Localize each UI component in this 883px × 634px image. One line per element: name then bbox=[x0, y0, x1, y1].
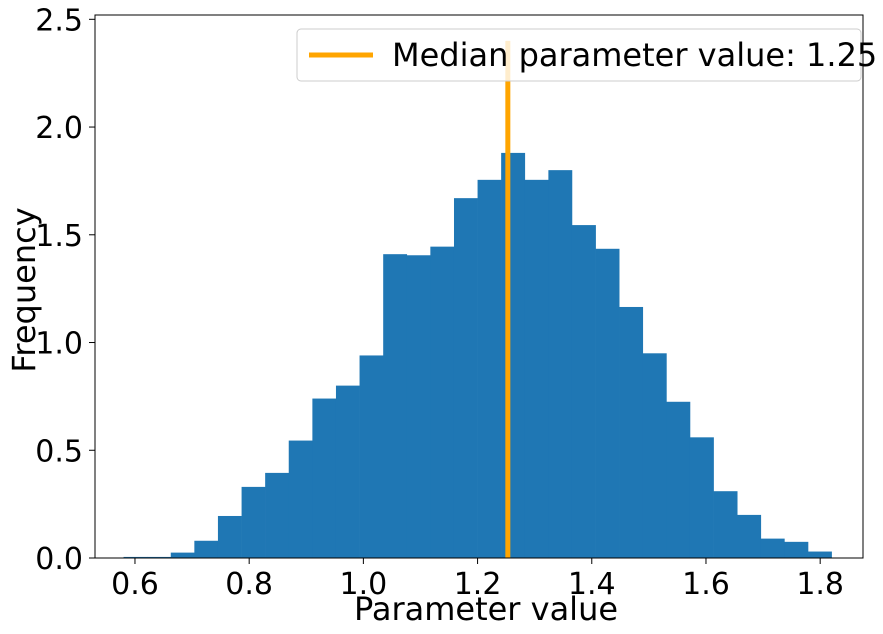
histogram-bar bbox=[383, 254, 408, 558]
x-axis-label: Parameter value bbox=[354, 590, 618, 628]
legend-label-median: Median parameter value: 1.25 bbox=[392, 36, 877, 74]
histogram-bar bbox=[689, 437, 714, 558]
histogram-bar bbox=[642, 353, 667, 558]
x-tick-label: 1.4 bbox=[568, 567, 616, 602]
histogram-bar bbox=[737, 514, 762, 558]
legend: Median parameter value: 1.25 bbox=[296, 28, 877, 82]
histogram-bar bbox=[194, 540, 219, 558]
histogram-bar bbox=[808, 551, 832, 558]
histogram-bar bbox=[571, 225, 596, 558]
histogram-bar bbox=[595, 248, 620, 559]
histogram-bar bbox=[430, 246, 455, 558]
plot-frame bbox=[94, 14, 864, 559]
y-tick-label: 2.0 bbox=[35, 111, 83, 146]
histogram-bar bbox=[288, 440, 313, 558]
histogram-bar bbox=[170, 552, 195, 558]
histogram-bar bbox=[217, 515, 242, 558]
histogram-bar bbox=[524, 179, 549, 558]
histogram-bar bbox=[713, 491, 738, 558]
legend-box bbox=[296, 28, 862, 82]
y-tick-label: 1.0 bbox=[35, 327, 83, 362]
histogram-bar bbox=[265, 472, 290, 558]
histogram-bar bbox=[335, 385, 360, 558]
histogram-bar bbox=[359, 355, 384, 558]
x-tick-label: 0.6 bbox=[111, 567, 159, 602]
histogram-bar bbox=[501, 152, 526, 558]
x-tick-label: 1.6 bbox=[682, 567, 730, 602]
histogram-bar bbox=[241, 486, 266, 558]
histogram-bar bbox=[784, 541, 809, 558]
histogram-bar bbox=[312, 398, 337, 558]
histogram-bar bbox=[548, 170, 573, 558]
histogram-bar bbox=[123, 556, 148, 558]
x-axis-ticks: 0.6 0.8 1.0 1.2 1.4 1.6 1.8 bbox=[111, 558, 844, 602]
y-tick-label: 2.5 bbox=[35, 3, 83, 38]
x-tick-label: 1.8 bbox=[796, 567, 844, 602]
histogram-bar bbox=[453, 198, 478, 558]
x-tick-label: 1.2 bbox=[454, 567, 502, 602]
y-tick-label: 0.0 bbox=[35, 542, 83, 577]
histogram-bar bbox=[619, 306, 644, 558]
histogram-bar bbox=[406, 255, 431, 558]
histogram-bar bbox=[666, 401, 691, 558]
histogram-bar bbox=[477, 179, 502, 558]
y-axis-label: Frequency bbox=[5, 207, 43, 372]
histogram-bar bbox=[147, 556, 172, 558]
x-tick-label: 0.8 bbox=[225, 567, 273, 602]
y-axis-ticks: 0.0 0.5 1.0 1.5 2.0 2.5 bbox=[35, 3, 95, 577]
histogram-bars bbox=[123, 152, 832, 559]
histogram-bar bbox=[760, 538, 785, 558]
y-tick-label: 0.5 bbox=[35, 434, 83, 469]
y-tick-label: 1.5 bbox=[35, 219, 83, 254]
x-tick-label: 1.0 bbox=[340, 567, 388, 602]
